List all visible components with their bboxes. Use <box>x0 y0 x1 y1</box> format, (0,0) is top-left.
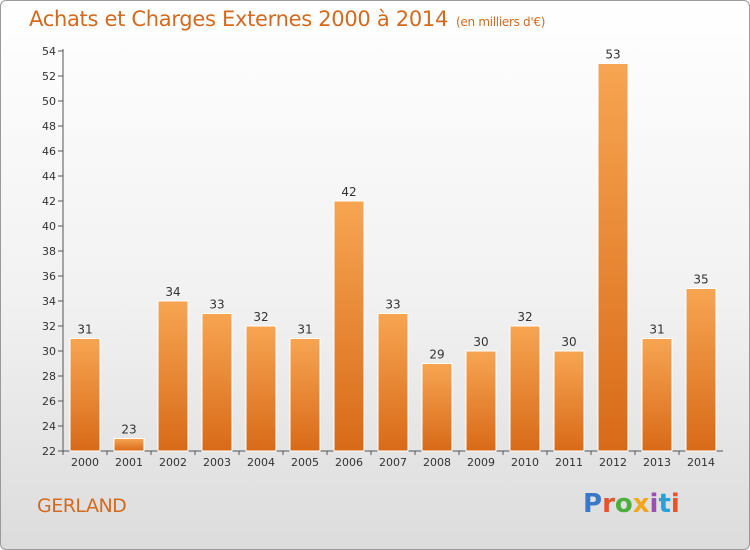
y-tick-label: 30 <box>42 345 56 358</box>
x-tick-label: 2008 <box>423 456 451 469</box>
value-label: 33 <box>209 298 224 312</box>
value-label: 23 <box>121 423 136 437</box>
y-tick-label: 46 <box>42 145 56 158</box>
y-tick-label: 26 <box>42 395 56 408</box>
bar <box>509 325 541 452</box>
brand-letter: o <box>614 489 633 519</box>
value-label: 30 <box>473 335 488 349</box>
chart-title: Achats et Charges Externes 2000 à 2014 (e… <box>29 7 545 31</box>
value-label: 32 <box>253 310 268 324</box>
value-label: 35 <box>693 273 708 287</box>
value-label: 42 <box>341 185 356 199</box>
x-tick-label: 2012 <box>599 456 627 469</box>
bar <box>465 350 497 452</box>
value-label: 31 <box>297 323 312 337</box>
y-tick-label: 24 <box>42 420 56 433</box>
value-label: 34 <box>165 285 180 299</box>
x-tick-label: 2001 <box>115 456 143 469</box>
bar <box>685 288 717 452</box>
y-tick-label: 34 <box>42 295 56 308</box>
x-tick-label: 2014 <box>687 456 715 469</box>
y-tick-label: 22 <box>42 445 56 458</box>
value-label: 29 <box>429 348 444 362</box>
bar <box>641 338 673 452</box>
bar <box>113 438 145 452</box>
x-tick-label: 2004 <box>247 456 275 469</box>
bar <box>289 338 321 452</box>
bar <box>377 313 409 452</box>
y-tick-label: 40 <box>42 220 56 233</box>
y-tick-label: 52 <box>42 70 56 83</box>
x-tick-label: 2005 <box>291 456 319 469</box>
y-tick-label: 36 <box>42 270 56 283</box>
x-tick-label: 2000 <box>71 456 99 469</box>
y-tick-label: 28 <box>42 370 56 383</box>
brand-letter: i <box>670 489 680 519</box>
brand-letter: P <box>583 489 603 519</box>
brand-letter: r <box>602 489 615 519</box>
bar <box>421 363 453 452</box>
brand-letter: t <box>658 489 671 519</box>
value-label: 31 <box>77 323 92 337</box>
bar <box>553 350 585 452</box>
place-name: GERLAND <box>37 495 127 517</box>
chart-subtitle: (en milliers d'€) <box>456 15 546 29</box>
x-tick-label: 2011 <box>555 456 583 469</box>
y-tick-label: 54 <box>42 45 56 58</box>
x-tick-label: 2013 <box>643 456 671 469</box>
y-tick-label: 42 <box>42 195 56 208</box>
x-tick-label: 2009 <box>467 456 495 469</box>
bar <box>201 313 233 452</box>
y-tick-label: 38 <box>42 245 56 258</box>
value-label: 33 <box>385 298 400 312</box>
bar <box>597 63 629 452</box>
value-label: 32 <box>517 310 532 324</box>
bar <box>333 200 365 452</box>
x-tick-label: 2003 <box>203 456 231 469</box>
brand-logo: Proxiti <box>583 489 680 519</box>
value-label: 30 <box>561 335 576 349</box>
x-tick-label: 2002 <box>159 456 187 469</box>
x-tick-label: 2007 <box>379 456 407 469</box>
y-tick-label: 44 <box>42 170 56 183</box>
x-tick-label: 2010 <box>511 456 539 469</box>
bar <box>157 300 189 452</box>
y-tick-label: 50 <box>42 95 56 108</box>
y-tick-label: 32 <box>42 320 56 333</box>
brand-letter: x <box>632 489 650 519</box>
bar <box>245 325 277 452</box>
value-label: 53 <box>605 48 620 62</box>
y-tick-label: 48 <box>42 120 56 133</box>
bar <box>69 338 101 452</box>
brand-letter: i <box>649 489 659 519</box>
x-tick-label: 2006 <box>335 456 363 469</box>
value-label: 31 <box>649 323 664 337</box>
title-text: Achats et Charges Externes 2000 à 2014 <box>29 7 449 31</box>
